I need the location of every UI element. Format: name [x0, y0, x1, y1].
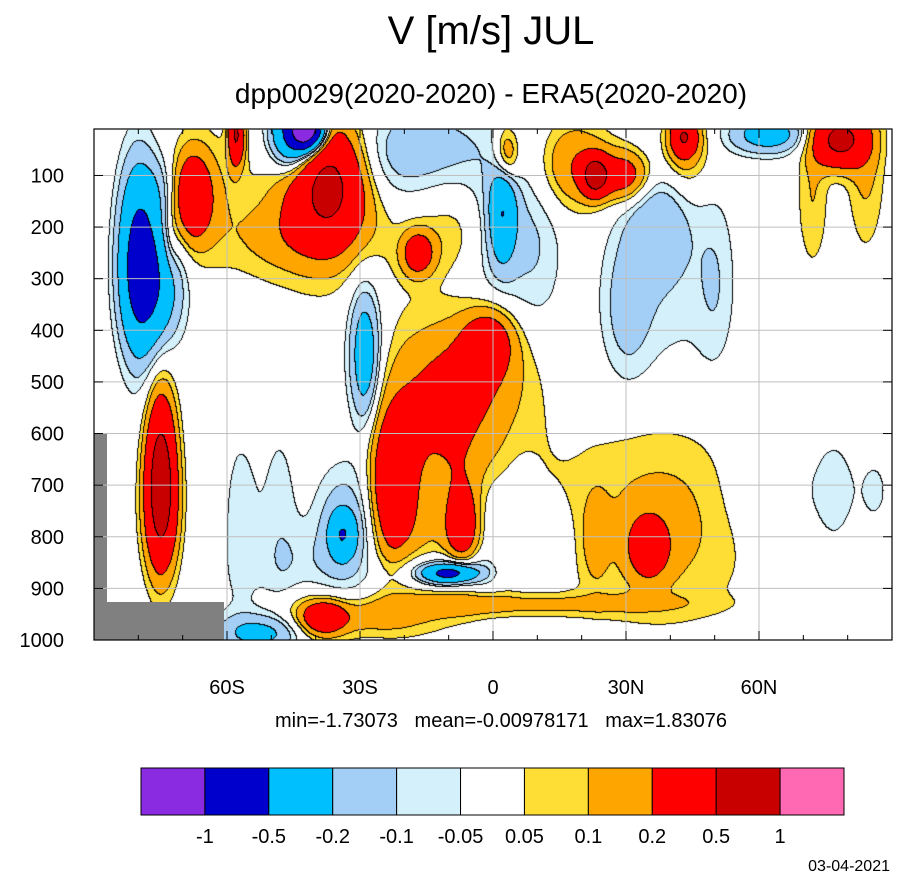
x-tick-label: 60N — [741, 677, 778, 699]
colorbar-label: 0.05 — [505, 826, 544, 848]
y-tick-label: 500 — [31, 372, 64, 394]
x-tick-label: 30S — [342, 677, 378, 699]
y-tick-label: 900 — [31, 578, 64, 600]
chart-subtitle: dpp0029(2020-2020) - ERA5(2020-2020) — [235, 78, 747, 109]
colorbar-label: -1 — [196, 826, 214, 848]
colorbar-swatch — [523, 767, 589, 816]
x-tick-label: 0 — [487, 677, 498, 699]
y-axis: 100 200 300 400 500 600 700 800 900 1000 — [20, 165, 892, 652]
y-tick-label: 100 — [31, 165, 64, 187]
colorbar-label: 0.5 — [702, 826, 730, 848]
colorbar-swatch — [140, 767, 206, 816]
colorbar: -1 -0.5 -0.2 -0.1 -0.05 0.05 0.1 0.2 0.5 1 — [140, 767, 845, 848]
x-axis: 60S 30S 0 30N 60N — [93, 129, 893, 699]
missing-data-region — [94, 602, 224, 640]
colorbar-swatch — [332, 767, 398, 816]
y-tick-label: 200 — [31, 217, 64, 239]
y-tick-label: 600 — [31, 424, 64, 446]
colorbar-swatch — [460, 767, 525, 816]
colorbar-label: 1 — [775, 826, 786, 848]
y-tick-label: 700 — [31, 475, 64, 497]
stats-line: min=-1.73073 mean=-0.00978171 max=1.8307… — [275, 710, 727, 732]
grid-lines — [94, 129, 892, 641]
x-tick-label: 30N — [608, 677, 645, 699]
y-tick-label: 800 — [31, 527, 64, 549]
colorbar-label: 0.2 — [638, 826, 666, 848]
colorbar-label: 0.1 — [574, 826, 602, 848]
y-tick-label: 1000 — [20, 630, 65, 652]
colorbar-swatch — [715, 767, 781, 816]
y-tick-label: 400 — [31, 320, 64, 342]
colorbar-label: -0.2 — [315, 826, 349, 848]
colorbar-swatch — [268, 767, 334, 816]
x-tick-label: 60S — [209, 677, 245, 699]
plot-area: 60S 30S 0 30N 60N 100 200 300 400 500 600 700 800 90… — [20, 128, 893, 699]
colorbar-swatch — [587, 767, 653, 816]
colorbar-swatch — [396, 767, 462, 816]
chart-title: V [m/s] JUL — [388, 9, 595, 53]
colorbar-label: -0.05 — [438, 826, 484, 848]
date-stamp: 03-04-2021 — [808, 858, 890, 875]
y-tick-label: 300 — [31, 269, 64, 291]
colorbar-label: -0.1 — [379, 826, 413, 848]
colorbar-swatch — [779, 767, 845, 816]
colorbar-swatch — [204, 767, 270, 816]
colorbar-label: -0.5 — [252, 826, 286, 848]
colorbar-swatch — [651, 767, 717, 816]
